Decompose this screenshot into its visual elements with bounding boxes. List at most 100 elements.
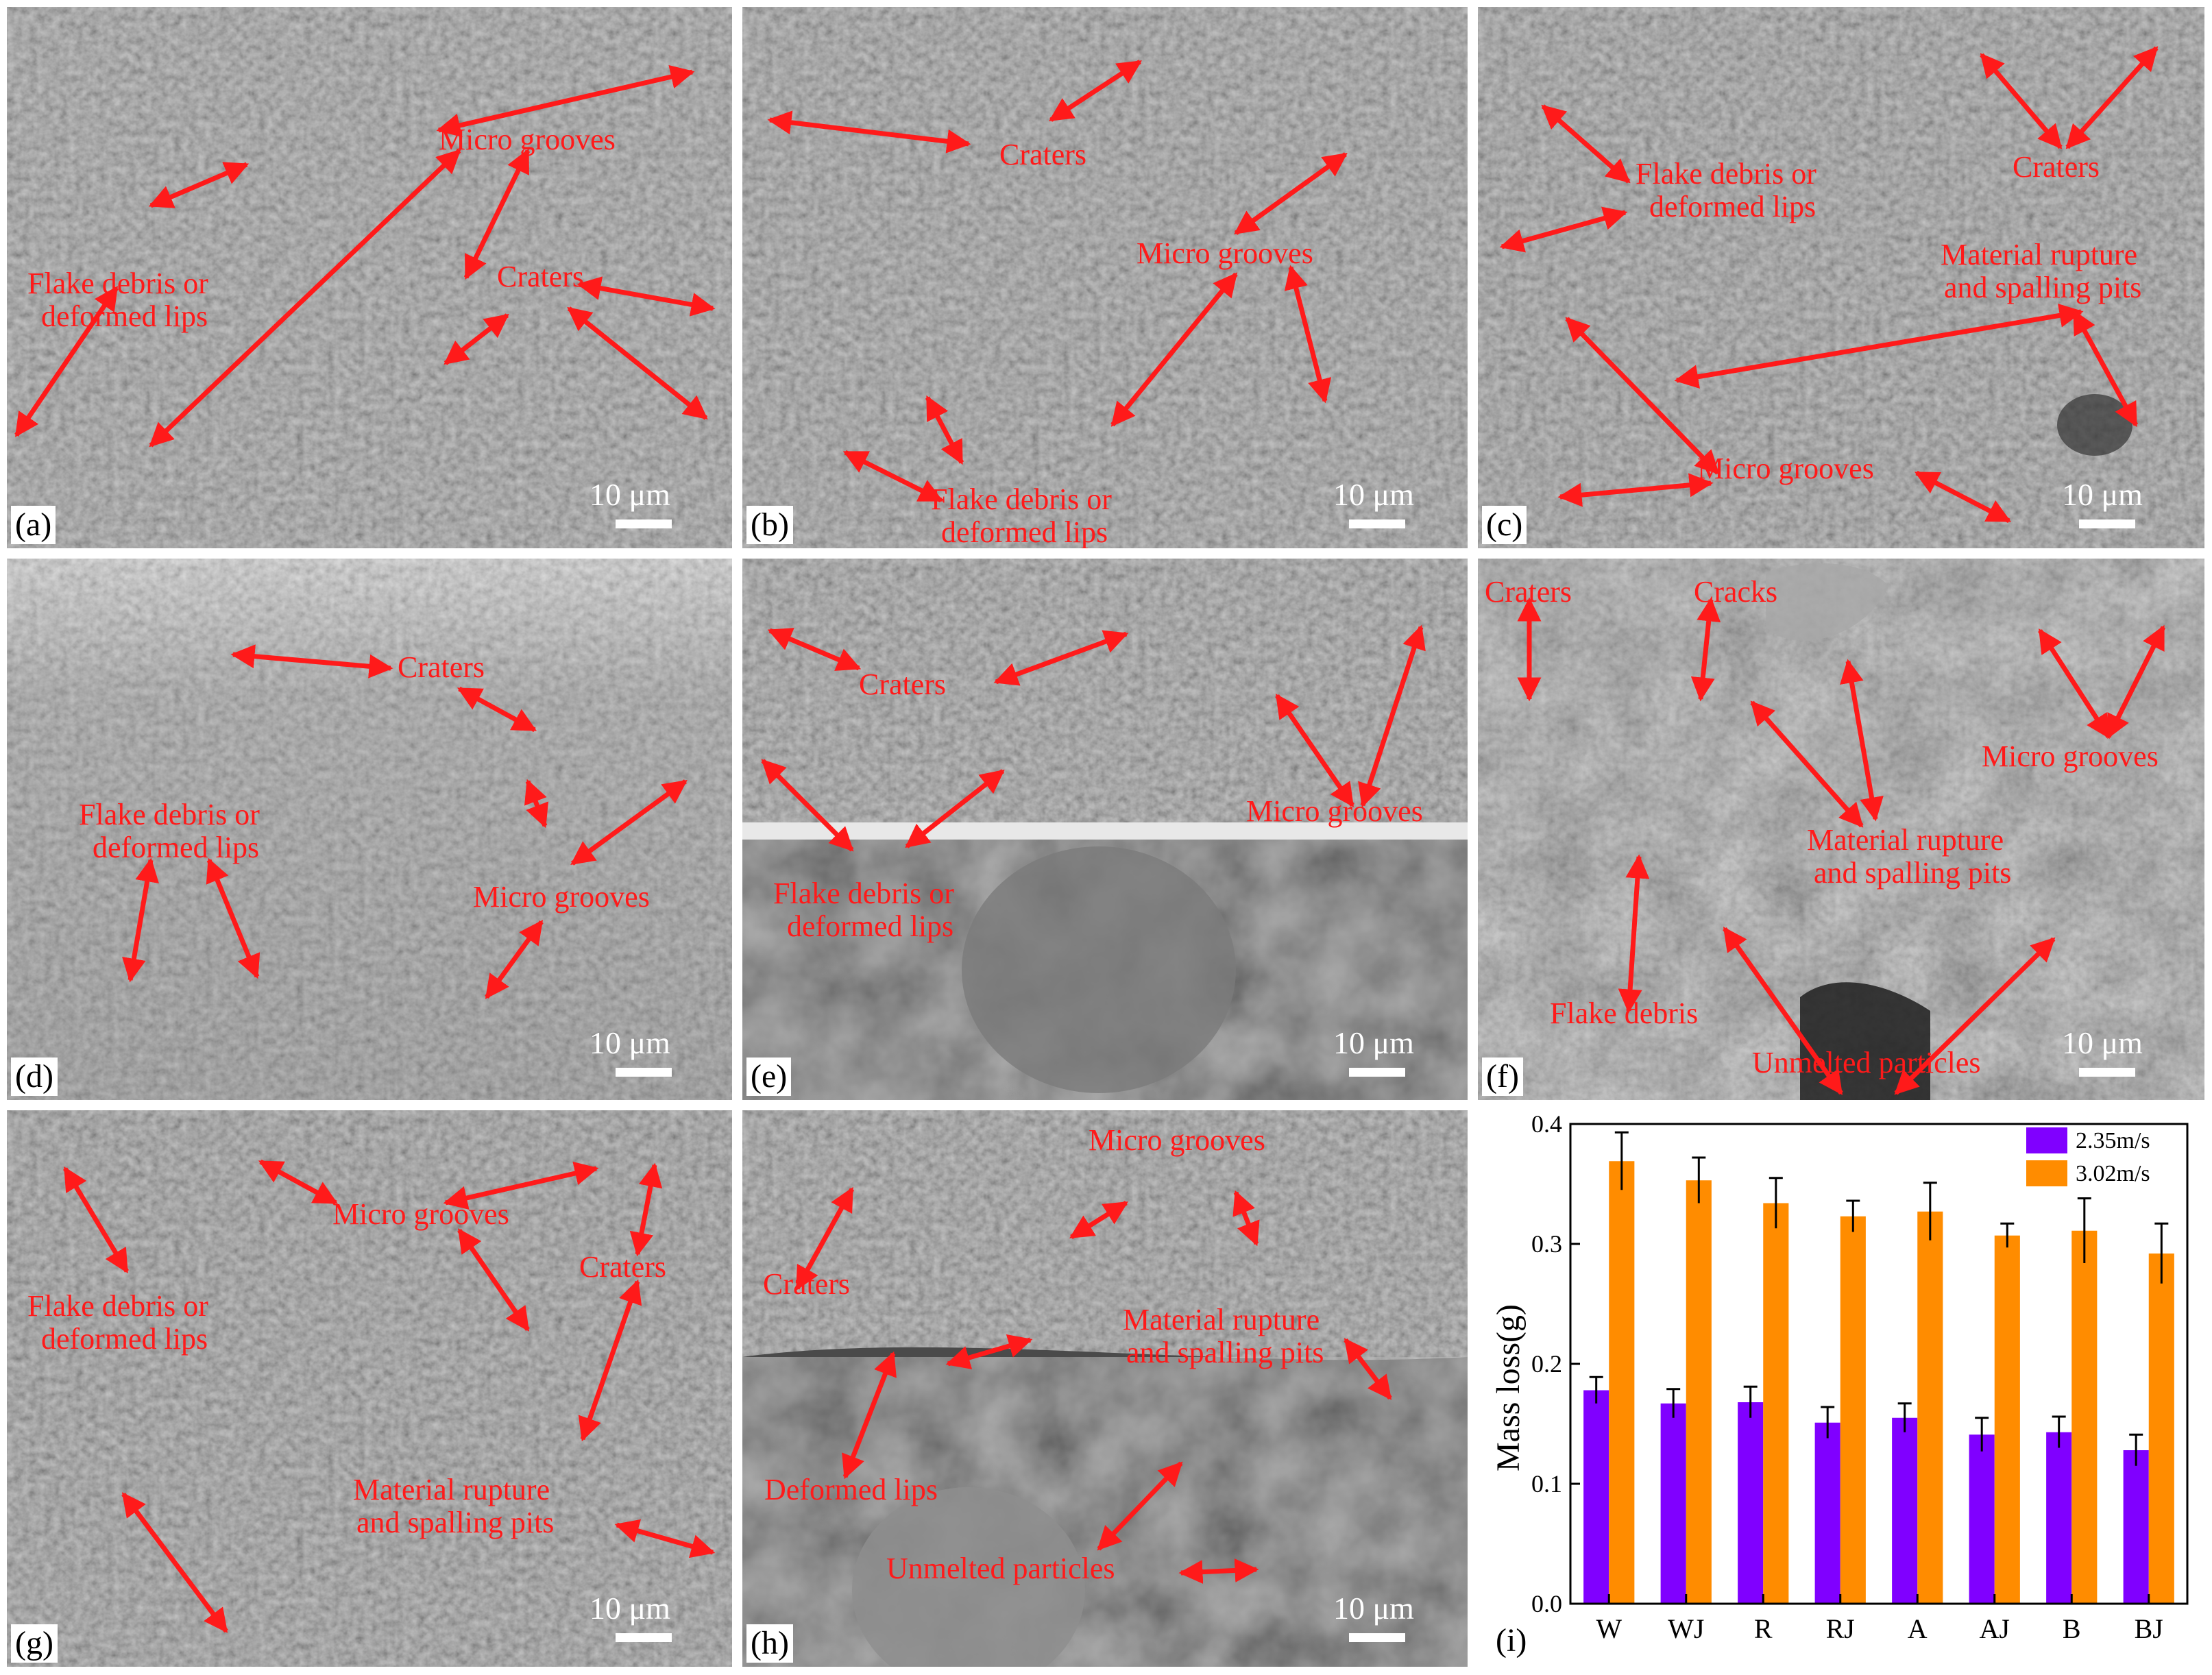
scale-bar — [2079, 519, 2135, 528]
y-tick-label: 0.0 — [1531, 1590, 1562, 1617]
label-rupture-line1: Material rupture — [353, 1473, 550, 1506]
label-rupture-line1: Material rupture — [1123, 1303, 1320, 1336]
panel-letter-i: (i) — [1492, 1622, 1531, 1660]
legend-label-series-1: 2.35m/s — [2076, 1128, 2150, 1153]
label-cracks: Cracks — [1694, 575, 1778, 609]
scale-bar-label: 10 μm — [590, 1591, 670, 1626]
bar-1-R — [1738, 1402, 1764, 1604]
x-tick-label: RJ — [1826, 1613, 1855, 1644]
scale-bar-label: 10 μm — [2062, 477, 2143, 512]
bar-2-R — [1763, 1203, 1789, 1604]
mass-loss-chart: 0.0 0.1 0.2 0.3 0.4 W WJ R RJ A AJ B BJ Mass loss(g)… — [1490, 1110, 2189, 1644]
label-unmelted-particles: Unmelted particles — [1752, 1046, 1981, 1079]
label-deformed-lips: Deformed lips — [764, 1473, 938, 1506]
panel-letter-a: (a) — [11, 506, 56, 544]
label-micro-grooves: Micro grooves — [1089, 1123, 1265, 1157]
x-tick-label: BJ — [2135, 1613, 2163, 1644]
panel-c: Flake debris or deformed lips Craters Ma… — [1478, 7, 2204, 548]
y-tick-label: 0.1 — [1531, 1470, 1562, 1497]
scale-bar-label: 10 μm — [1333, 477, 1414, 512]
panel-letter-f: (f) — [1482, 1057, 1523, 1096]
bar-1-A — [1892, 1417, 1918, 1604]
label-micro-grooves: Micro grooves — [1137, 236, 1313, 270]
x-tick-label: B — [2063, 1613, 2081, 1644]
panel-letter-e: (e) — [746, 1057, 792, 1096]
panel-letter-b: (b) — [746, 506, 793, 544]
y-tick-label: 0.4 — [1531, 1110, 1562, 1138]
scale-bar — [616, 1633, 672, 1642]
x-tick-label: W — [1596, 1613, 1622, 1644]
bar-2-RJ — [1840, 1216, 1866, 1604]
bar-2-BJ — [2148, 1254, 2174, 1604]
sem-image-g — [7, 1110, 732, 1667]
bar-1-AJ — [1969, 1434, 1995, 1604]
panel-b: Craters Micro grooves Flake debris or de… — [742, 7, 1468, 548]
scale-bar-label: 10 μm — [1333, 1591, 1414, 1626]
x-tick-label: A — [1908, 1613, 1928, 1644]
label-flake-line1: Flake debris or — [773, 877, 954, 910]
sem-image-e — [742, 559, 1468, 1100]
label-craters: Craters — [497, 260, 585, 293]
bar-2-B — [2071, 1230, 2098, 1604]
label-flake-debris: Flake debris — [1550, 997, 1699, 1030]
scale-bar — [2079, 1068, 2135, 1077]
axes-layer: 0.0 0.1 0.2 0.3 0.4 W WJ R RJ A AJ B BJ — [1531, 1110, 2189, 1644]
panel-letter-h: (h) — [746, 1624, 793, 1663]
legend-swatch-series-2 — [2026, 1160, 2067, 1186]
scale-bar-label: 10 μm — [2062, 1025, 2143, 1060]
scale-bar — [1349, 519, 1405, 528]
y-tick-label: 0.2 — [1531, 1350, 1562, 1378]
scale-bar — [1349, 1068, 1405, 1077]
label-flake-line1: Flake debris or — [27, 267, 208, 300]
label-flake-line1: Flake debris or — [79, 798, 260, 831]
label-flake-line2: deformed lips — [941, 515, 1108, 549]
label-flake-line2: deformed lips — [41, 299, 208, 333]
label-flake-line1: Flake debris or — [931, 482, 1112, 516]
label-unmelted-particles: Unmelted particles — [886, 1552, 1115, 1585]
panel-letter-d: (d) — [11, 1057, 58, 1096]
bar-1-B — [2046, 1432, 2072, 1604]
bar-1-W — [1583, 1390, 1609, 1604]
chart-legend: 2.35m/s 3.02m/s — [2026, 1127, 2150, 1186]
label-rupture-line2: and spalling pits — [1944, 271, 2142, 304]
panel-d: Craters Flake debris or deformed lips Mi… — [7, 559, 732, 1100]
label-rupture-line1: Material rupture — [1941, 238, 2138, 271]
y-axis-label: Mass loss(g) — [1490, 1304, 1527, 1471]
legend-swatch-series-1 — [2026, 1127, 2067, 1153]
bar-2-W — [1609, 1161, 1635, 1604]
scale-bar-label: 10 μm — [590, 477, 670, 512]
bars-layer — [1583, 1131, 2174, 1604]
label-micro-grooves: Micro grooves — [1697, 452, 1874, 485]
scale-bar — [1349, 1633, 1405, 1642]
y-tick-label: 0.3 — [1531, 1230, 1562, 1258]
label-rupture-line2: and spalling pits — [1814, 856, 2012, 890]
scale-bar — [616, 519, 672, 528]
scale-bar-label: 10 μm — [1333, 1025, 1414, 1060]
label-micro-grooves: Micro grooves — [1246, 794, 1423, 828]
label-flake-line2: deformed lips — [787, 909, 954, 943]
label-rupture-line2: and spalling pits — [356, 1506, 555, 1539]
panel-e: Craters Micro grooves Flake debris or de… — [742, 559, 1468, 1100]
panel-letter-c: (c) — [1482, 506, 1527, 544]
panel-i-chart: 0.0 0.1 0.2 0.3 0.4 W WJ R RJ A AJ B BJ Mass loss(g)… — [1478, 1110, 2204, 1667]
x-tick-label: WJ — [1668, 1613, 1704, 1644]
label-micro-grooves: Micro grooves — [473, 880, 650, 914]
panel-h: Micro grooves Craters Material rupture a… — [742, 1110, 1468, 1667]
label-flake-line2: deformed lips — [1649, 190, 1816, 223]
scale-bar-label: 10 μm — [590, 1025, 670, 1060]
label-micro-grooves: Micro grooves — [332, 1197, 509, 1231]
label-rupture-line1: Material rupture — [1807, 823, 2004, 857]
label-flake-line1: Flake debris or — [1636, 157, 1816, 191]
bar-1-RJ — [1814, 1422, 1840, 1604]
bar-1-WJ — [1660, 1403, 1686, 1604]
label-craters: Craters — [999, 138, 1087, 171]
label-craters: Craters — [398, 650, 485, 684]
legend-label-series-2: 3.02m/s — [2076, 1161, 2150, 1186]
bar-2-WJ — [1686, 1180, 1712, 1604]
label-flake-line2: deformed lips — [93, 831, 260, 864]
label-flake-line2: deformed lips — [41, 1322, 208, 1356]
scale-bar — [616, 1068, 672, 1077]
label-craters: Craters — [763, 1267, 851, 1301]
label-craters: Craters — [2013, 150, 2100, 184]
label-flake-line1: Flake debris or — [27, 1289, 208, 1323]
